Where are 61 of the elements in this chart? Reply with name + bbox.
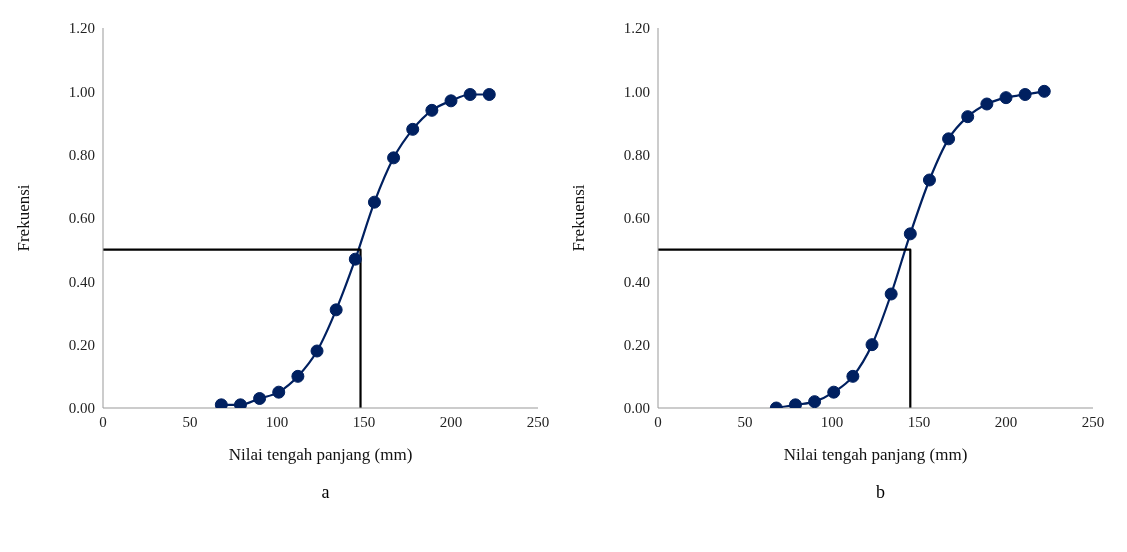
- x-tick-label: 50: [737, 413, 753, 430]
- point: [903, 227, 917, 241]
- y-tick-label: 0.20: [623, 336, 650, 353]
- point: [942, 132, 956, 146]
- y-tick-label: 1.00: [68, 83, 95, 100]
- point: [367, 195, 381, 209]
- x-tick-label: 0: [99, 413, 107, 430]
- point: [253, 392, 267, 405]
- point: [214, 398, 228, 408]
- point: [788, 398, 802, 408]
- point: [980, 97, 994, 111]
- y-tick-label: 0.80: [68, 146, 95, 163]
- point: [444, 94, 458, 108]
- x-tick-label: 100: [820, 413, 844, 430]
- point: [387, 151, 401, 165]
- y-tick-label: 1.00: [623, 83, 650, 100]
- y-tick-label: 0.60: [623, 210, 650, 227]
- text: b: [875, 482, 886, 503]
- y-axis-title: Frekuensi: [14, 184, 34, 252]
- point: [808, 395, 822, 408]
- y-tick-label: 0.20: [68, 336, 95, 353]
- x-tick-label: 150: [907, 413, 931, 430]
- y-tick-label: 0.60: [68, 210, 95, 227]
- point: [348, 252, 362, 266]
- point: [291, 369, 305, 383]
- y-tick-label: 1.20: [623, 20, 650, 37]
- point: [310, 344, 324, 358]
- point: [827, 385, 841, 399]
- x-axis-title: Nilai tengah panjang (mm): [783, 445, 968, 464]
- point: [482, 88, 496, 101]
- point: [329, 303, 343, 317]
- point: [846, 369, 860, 383]
- point: [233, 398, 247, 408]
- point: [1037, 84, 1051, 98]
- point: [272, 385, 286, 399]
- y-tick-label: 0.40: [68, 273, 95, 290]
- text: a: [320, 482, 331, 503]
- point: [865, 338, 879, 352]
- y-tick-label: 0.80: [623, 146, 650, 163]
- x-tick-label: 250: [1081, 413, 1105, 430]
- point: [425, 103, 439, 117]
- x-tick-label: 150: [352, 413, 376, 430]
- x-tick-label: 50: [182, 413, 198, 430]
- x-tick-label: 200: [439, 413, 463, 430]
- x-axis-title: Nilai tengah panjang (mm): [228, 445, 413, 464]
- x-tick-label: 0: [654, 413, 662, 430]
- y-tick-label: 1.20: [68, 20, 95, 37]
- point: [1018, 88, 1032, 101]
- point: [961, 110, 975, 124]
- x-tick-label: 200: [994, 413, 1018, 430]
- point: [922, 173, 936, 187]
- x-tick-label: 100: [265, 413, 289, 430]
- x-tick-label: 250: [526, 413, 550, 430]
- point: [406, 122, 420, 136]
- point: [463, 88, 477, 101]
- y-tick-label: 0.40: [623, 273, 650, 290]
- point: [999, 91, 1013, 105]
- y-tick-label: 0.00: [623, 400, 650, 417]
- point: [884, 287, 898, 301]
- y-axis-title: Frekuensi: [569, 184, 589, 252]
- y-tick-label: 0.00: [68, 400, 95, 417]
